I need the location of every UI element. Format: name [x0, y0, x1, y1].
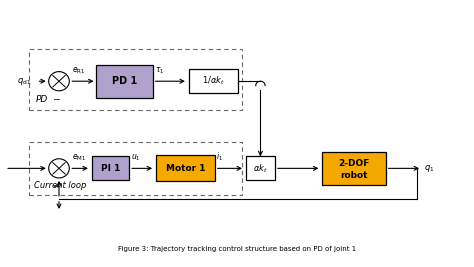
Text: PI 1: PI 1 — [101, 164, 120, 173]
Text: robot: robot — [340, 171, 368, 180]
Text: Figure 3: Trajectory tracking control structure based on PD of joint 1: Figure 3: Trajectory tracking control st… — [118, 246, 356, 252]
Bar — [156, 155, 215, 182]
Text: $-$: $-$ — [52, 180, 61, 190]
Bar — [322, 152, 386, 185]
Text: $-$: $-$ — [52, 93, 61, 103]
Text: $e_{\rm M1}$: $e_{\rm M1}$ — [72, 152, 86, 163]
Text: PD 1: PD 1 — [112, 76, 137, 86]
Text: Current loop: Current loop — [34, 181, 87, 190]
Text: Motor 1: Motor 1 — [166, 164, 205, 173]
Text: $q_1$: $q_1$ — [424, 163, 435, 174]
Bar — [28, 49, 242, 109]
Text: $\tau_1$: $\tau_1$ — [155, 65, 164, 76]
Text: $1/\alpha k_t$: $1/\alpha k_t$ — [202, 75, 225, 88]
Text: $e_{\rm R1}$: $e_{\rm R1}$ — [72, 65, 85, 76]
Text: $q_{\rm d1}$: $q_{\rm d1}$ — [17, 76, 31, 87]
Text: 2-DOF: 2-DOF — [338, 159, 370, 168]
Bar — [28, 142, 242, 194]
Text: $\alpha k_t$: $\alpha k_t$ — [253, 162, 268, 175]
Text: $u_1$: $u_1$ — [131, 152, 140, 163]
Circle shape — [49, 72, 69, 91]
Bar — [92, 156, 129, 180]
Text: $i_1$: $i_1$ — [217, 150, 223, 163]
Text: PD: PD — [36, 95, 48, 104]
Bar — [246, 156, 275, 180]
Circle shape — [49, 159, 69, 178]
Bar — [189, 69, 238, 93]
Bar — [97, 65, 153, 97]
